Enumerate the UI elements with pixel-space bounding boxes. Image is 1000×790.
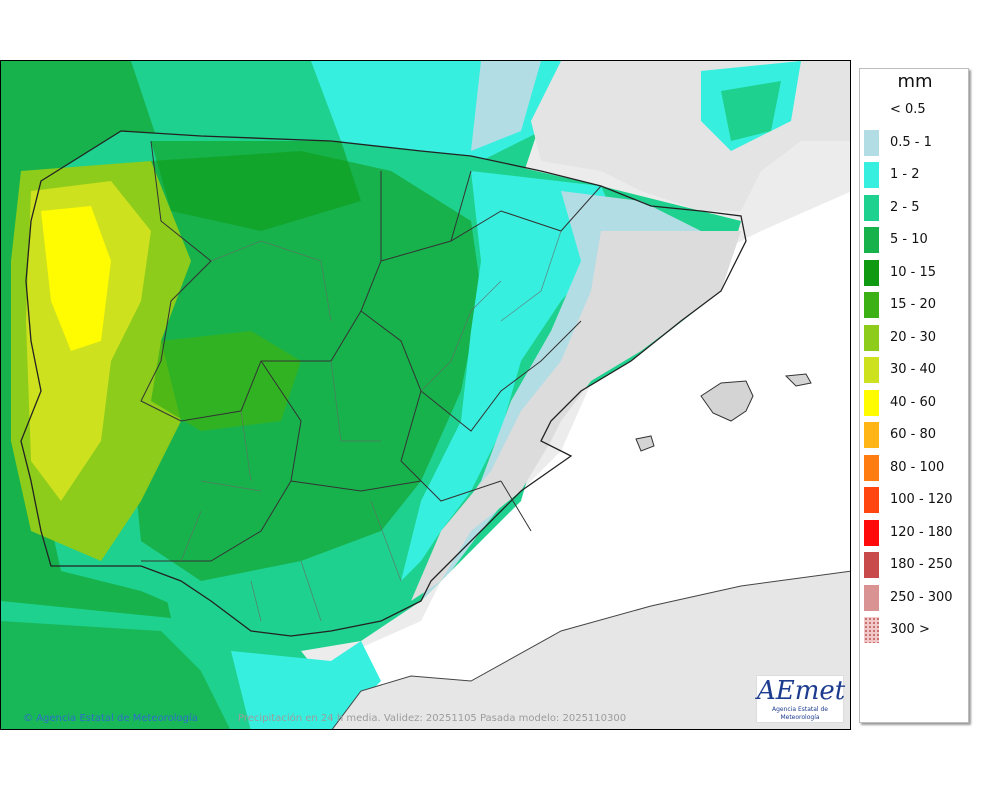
legend-label: 180 - 250 [890,557,953,572]
logo-word: AEmet [757,676,846,706]
legend-label: 40 - 60 [890,394,937,410]
menorca [784,373,812,387]
legend-swatch [864,454,879,481]
legend-swatch [864,324,879,351]
legend-row: 300 > [864,617,968,643]
map-svg [1,61,850,729]
field-dry-southeast [411,231,741,601]
legend-swatch [864,584,879,611]
legend-label: 20 - 30 [890,329,937,345]
field-10-15-north [151,141,361,231]
legend-swatch [864,129,879,156]
legend-swatch [864,552,879,578]
field-2-5-gulf-lion [721,81,781,141]
aemet-logo: AEmet Agencia Estatal de Meteorología [756,675,846,723]
africa-coast [331,570,850,729]
legend-label: 1 - 2 [890,167,920,182]
field-15-20-interior [151,331,301,431]
legend-swatch [864,97,879,123]
legend-label: 2 - 5 [890,199,920,215]
legend-label: 10 - 15 [890,264,937,280]
legend-row: 30 - 40 [864,357,968,383]
ibiza [635,435,655,452]
attribution-text: Agencia Estatal de Meteorología [36,713,198,724]
field-05-1-north [471,61,541,151]
peninsula-coastline [20,130,747,637]
legend-label: 5 - 10 [890,232,928,247]
legend-label: < 0.5 [890,102,926,117]
province-borders [180,230,562,622]
field-40-60-west [41,206,111,351]
legend-swatch [864,389,879,416]
field-1-2-south [231,641,381,729]
legend-label: 120 - 180 [890,524,953,540]
legend-swatch [864,227,879,253]
legend-row: 0.5 - 1 [864,129,968,156]
legend-swatch [864,519,879,546]
legend-row: 1 - 2 [864,162,968,188]
legend-swatch [864,292,879,318]
region-borders [140,140,602,562]
legend-row: 40 - 60 [864,389,968,416]
legend-row: 120 - 180 [864,519,968,546]
legend-label: 0.5 - 1 [890,134,932,150]
legend-swatch [864,259,879,286]
legend-swatch [864,162,879,188]
field-5-10-southwest [1,621,230,729]
legend-label: 15 - 20 [890,297,937,312]
legend-row: < 0.5 [864,97,968,123]
legend-row: 10 - 15 [864,259,968,286]
field-1-2-east [401,171,621,581]
legend-label: 80 - 100 [890,459,945,475]
legend-label: 100 - 120 [890,492,953,507]
legend-row: 250 - 300 [864,584,968,611]
legend-label: 250 - 300 [890,589,953,605]
legend-row: 15 - 20 [864,292,968,318]
copyright-icon: © [23,713,33,724]
legend-swatch [864,194,879,221]
precipitation-map: © Agencia Estatal de Meteorología Precip… [0,60,851,730]
attribution: © Agencia Estatal de Meteorología [23,713,198,724]
legend-swatch [864,422,879,448]
field-5-10-center [131,151,481,581]
legend-row: 80 - 100 [864,454,968,481]
legend-swatch [864,357,879,383]
mallorca [700,380,754,422]
legend-row: 2 - 5 [864,194,968,221]
legend-label: 60 - 80 [890,427,937,442]
legend-label: 300 > [890,622,930,637]
legend-row: 20 - 30 [864,324,968,351]
legend-swatch [864,617,879,643]
map-caption: Precipitación en 24 h media. Validez: 20… [238,713,627,724]
legend-row: 180 - 250 [864,552,968,578]
legend-row: 5 - 10 [864,227,968,253]
legend-row: 60 - 80 [864,422,968,448]
legend-swatch [864,487,879,513]
legend-row: 100 - 120 [864,487,968,513]
logo-subtitle: Agencia Estatal de Meteorología [771,706,828,721]
legend-label: 30 - 40 [890,362,937,377]
legend: mm < 0.5 0.5 - 1 1 - 2 2 - 5 5 - 10 10 - 15 15… [859,68,969,723]
legend-unit: mm [897,71,933,92]
